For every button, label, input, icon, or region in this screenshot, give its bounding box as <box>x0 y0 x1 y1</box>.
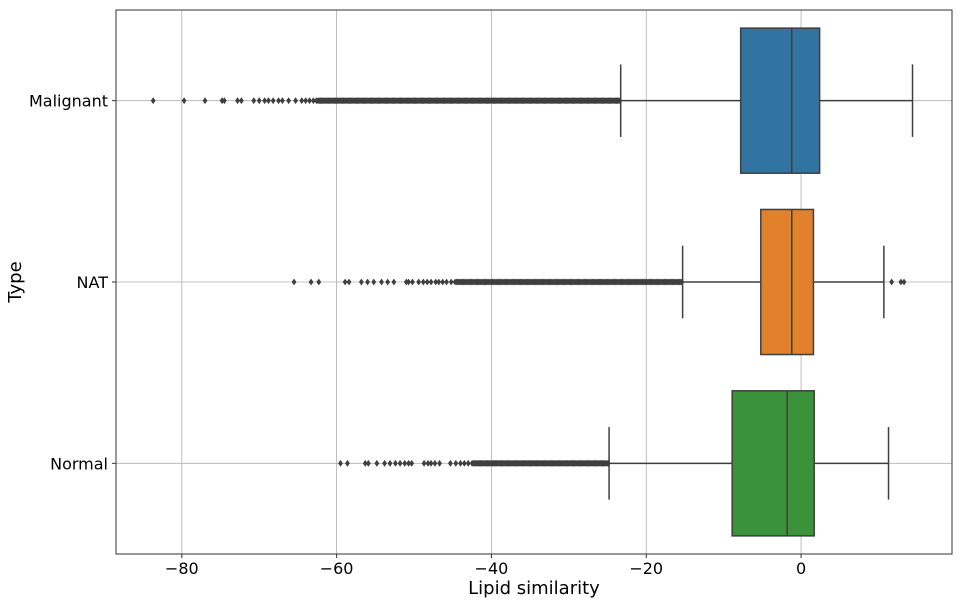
outlier-point <box>387 459 393 467</box>
outlier-point <box>458 459 463 467</box>
outlier-point <box>898 278 904 286</box>
outlier-point <box>266 97 271 105</box>
outlier-point <box>605 459 611 467</box>
outlier-point <box>425 459 431 467</box>
outlier-point <box>358 278 364 286</box>
outlier-point <box>391 278 397 286</box>
box-iqr <box>760 208 815 356</box>
outlier-point <box>397 459 403 467</box>
outlier-point <box>409 459 415 467</box>
outlier-point <box>379 278 384 286</box>
box-group-normal <box>338 390 890 537</box>
outliers <box>291 278 907 286</box>
outlier-point <box>420 278 426 286</box>
outlier-point <box>440 278 446 286</box>
outlier-point <box>316 278 322 286</box>
outlier-point <box>901 278 907 286</box>
outlier-point <box>235 97 240 105</box>
outlier-point <box>889 278 895 286</box>
box-series <box>150 27 914 537</box>
outlier-point <box>424 278 430 286</box>
outlier-point <box>617 97 623 105</box>
x-tick-label: −20 <box>629 559 663 578</box>
outlier-point <box>221 97 227 105</box>
outlier-point <box>432 459 438 467</box>
x-tick-label: 0 <box>796 559 806 578</box>
outlier-point <box>293 97 298 105</box>
outlier-point <box>303 97 309 105</box>
outlier-point <box>291 278 297 286</box>
box-iqr <box>731 390 815 537</box>
outlier-point <box>421 459 427 467</box>
x-axis-title: Lipid similarity <box>468 578 600 599</box>
x-tick-label: −80 <box>165 559 199 578</box>
outlier-point <box>453 459 459 467</box>
outlier-point <box>365 278 370 286</box>
outlier-point <box>280 97 285 105</box>
y-tick-label: Normal <box>50 454 108 473</box>
outlier-point <box>371 278 377 286</box>
outlier-point <box>362 459 368 467</box>
outlier-point <box>307 97 312 105</box>
outlier-point <box>308 278 314 286</box>
x-axis-ticks: −80 −60 −40 −20 0 <box>165 554 806 578</box>
outlier-point <box>385 278 391 286</box>
outlier-point <box>365 459 371 467</box>
outlier-point <box>286 97 292 105</box>
outlier-point <box>448 459 453 467</box>
outlier-point <box>406 459 411 467</box>
outlier-point <box>436 278 442 286</box>
x-tick-label: −40 <box>475 559 509 578</box>
y-axis-ticks: Malignant NAT Normal <box>29 92 116 473</box>
y-tick-label: Malignant <box>29 92 108 111</box>
outlier-point <box>461 459 467 467</box>
outlier-point <box>402 459 408 467</box>
outliers <box>338 459 611 467</box>
outlier-point <box>382 459 388 467</box>
outlier-point <box>251 97 257 105</box>
y-tick-label: NAT <box>77 273 109 292</box>
outlier-point <box>342 278 348 286</box>
outlier-point <box>448 278 454 286</box>
outlier-point <box>428 278 434 286</box>
outlier-point <box>299 97 305 105</box>
outlier-point <box>202 97 208 105</box>
outlier-point <box>465 459 471 467</box>
outlier-point <box>410 278 415 286</box>
outlier-point <box>338 459 343 467</box>
outlier-point <box>181 97 187 105</box>
outlier-point <box>374 459 380 467</box>
outlier-point <box>239 97 244 105</box>
outlier-point <box>679 278 685 286</box>
x-tick-label: −60 <box>320 559 354 578</box>
box-group-nat <box>291 208 907 356</box>
y-axis-title: Type <box>5 261 26 303</box>
outlier-point <box>416 278 422 286</box>
outlier-point <box>393 459 398 467</box>
outlier-point <box>346 278 352 286</box>
outlier-point <box>270 97 276 105</box>
box-iqr <box>739 27 821 174</box>
outlier-point <box>345 459 350 467</box>
outlier-point <box>433 278 439 286</box>
outlier-point <box>310 97 316 105</box>
outlier-point <box>150 97 156 105</box>
outlier-point <box>262 97 268 105</box>
outlier-point <box>444 278 449 286</box>
outliers <box>150 97 623 105</box>
outlier-point <box>256 97 262 105</box>
outlier-point <box>437 459 442 467</box>
box-group-malignant <box>150 27 914 174</box>
outlier-point <box>276 97 281 105</box>
outlier-point <box>406 278 411 286</box>
outlier-point <box>428 459 434 467</box>
